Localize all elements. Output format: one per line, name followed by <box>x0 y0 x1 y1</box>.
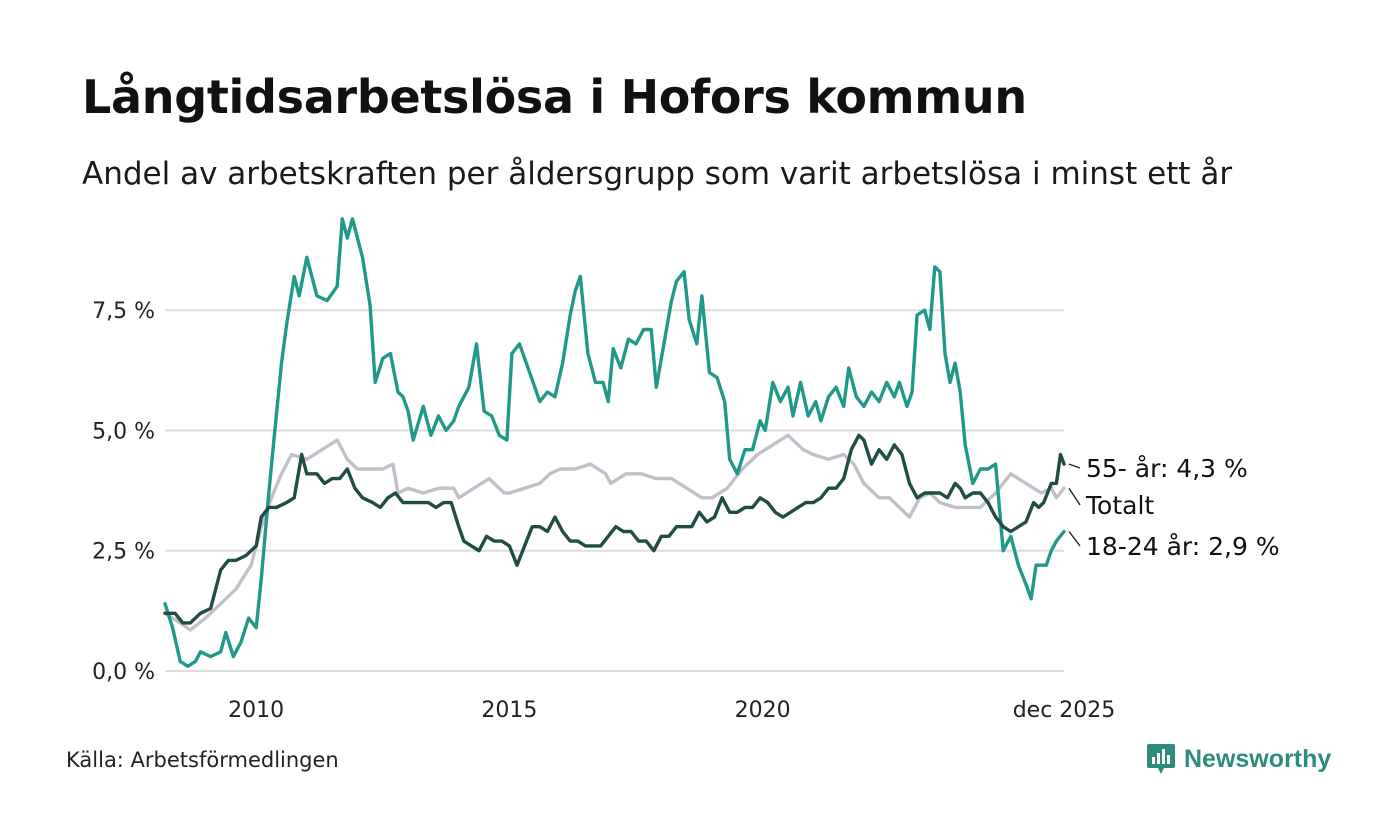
y-tick-label: 5,0 % <box>92 419 155 444</box>
gridlines <box>165 309 1064 672</box>
y-tick-label: 7,5 % <box>92 299 155 324</box>
source-note: Källa: Arbetsförmedlingen <box>66 748 339 772</box>
chart-subtitle: Andel av arbetskraften per åldersgrupp s… <box>82 156 1233 192</box>
brand-name: Newsworthy <box>1184 744 1332 773</box>
x-tick-label: 2020 <box>735 698 791 723</box>
leader-line <box>1068 463 1081 469</box>
x-tick-label: dec 2025 <box>1013 698 1116 723</box>
leader-line <box>1068 531 1081 547</box>
y-tick-label: 0,0 % <box>92 660 155 685</box>
y-tick-label: 2,5 % <box>92 540 155 565</box>
series-lines <box>163 217 1066 668</box>
x-tick-label: 2015 <box>481 698 537 723</box>
x-axis: 2010 2015 2020 dec 2025 <box>228 698 1115 723</box>
series-label-total: Totalt <box>1085 491 1154 520</box>
leader-line <box>1068 487 1081 506</box>
series-line-old <box>163 433 1066 625</box>
series-label-young: 18-24 år: 2,9 % <box>1086 532 1280 561</box>
newsworthy-icon <box>1147 744 1175 774</box>
series-label-old: 55- år: 4,3 % <box>1086 454 1248 483</box>
chart-title: Långtidsarbetslösa i Hofors kommun <box>82 70 1027 124</box>
x-tick-label: 2010 <box>228 698 284 723</box>
series-labels: Totalt 18-24 år: 2,9 % 55- år: 4,3 % <box>1068 454 1280 561</box>
brand-logo: Newsworthy <box>1146 742 1331 776</box>
y-axis: 0,0 % 2,5 % 5,0 % 7,5 % <box>92 299 155 685</box>
series-line-young <box>163 217 1066 668</box>
